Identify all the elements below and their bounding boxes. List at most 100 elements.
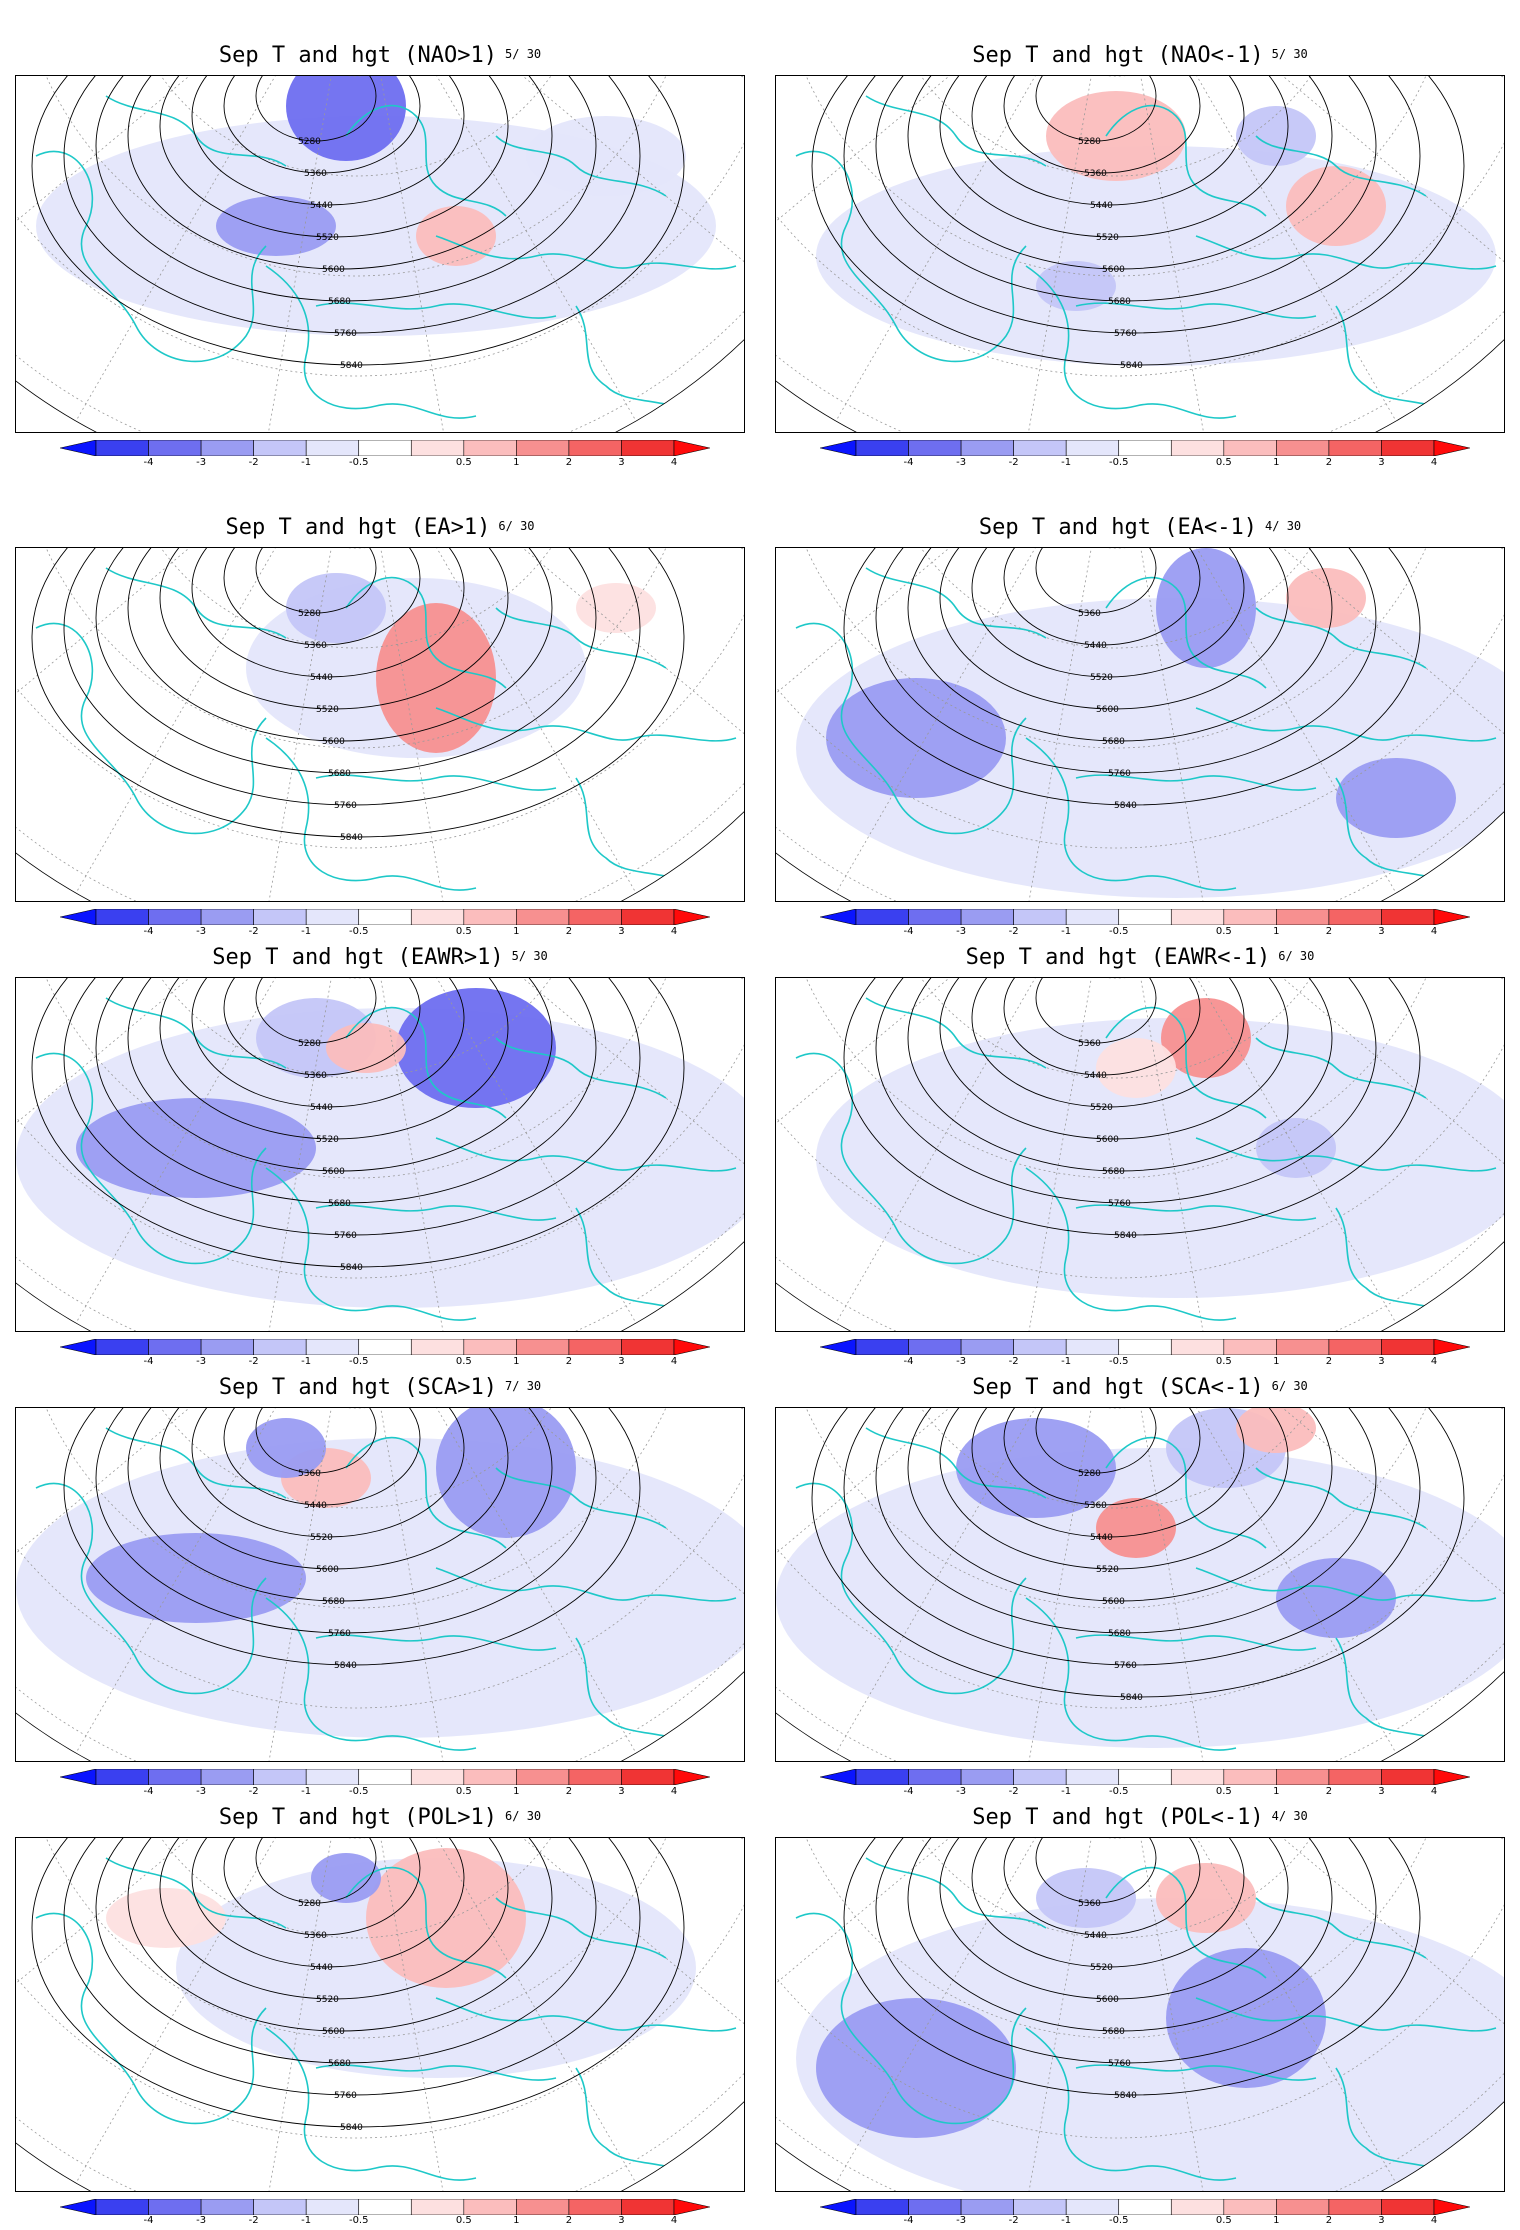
latitude-line — [16, 1408, 744, 1709]
colorbar-label: 4 — [670, 2215, 678, 2226]
coastline — [265, 2027, 477, 2181]
colorbar-label: 4 — [1430, 1786, 1438, 1797]
contour-label: 5840 — [1114, 1231, 1137, 1241]
cold-anomaly-area — [286, 76, 406, 161]
contour-label: 5520 — [1096, 233, 1119, 243]
colorbar-swatch — [1170, 439, 1225, 457]
height-contour — [811, 1408, 1465, 1698]
colorbar-swatch — [148, 908, 202, 926]
latitude-line — [115, 978, 597, 1079]
colorbar-label: -1 — [301, 2215, 312, 2226]
meridian-line — [355, 1408, 454, 1761]
height-contour — [159, 1838, 509, 2000]
height-contour — [127, 548, 553, 742]
colorbar-swatch — [95, 908, 149, 926]
colorbar-label: -1 — [301, 1786, 312, 1797]
cold-anomaly-area — [436, 1408, 576, 1538]
colorbar-swatch — [1170, 2198, 1225, 2216]
colorbar-swatch — [1118, 1768, 1172, 1786]
panel-title: Sep T and hgt (NAO>1) 5/ 30 — [15, 43, 745, 68]
contour-label: 5760 — [1114, 329, 1137, 339]
panel-title: Sep T and hgt (SCA>1) 7/ 30 — [15, 1375, 745, 1400]
latitude-line — [16, 978, 744, 1279]
colorbar — [59, 1768, 711, 1789]
colorbar-label: -0.5 — [1108, 1786, 1129, 1797]
colorbar-swatch — [855, 908, 909, 926]
meridian-line — [1115, 76, 1397, 422]
colorbar-arrow-low — [819, 2198, 857, 2216]
contour-label: 5840 — [334, 1661, 357, 1671]
contour-label: 5280 — [1078, 1469, 1101, 1479]
colorbar-swatch — [410, 1338, 465, 1356]
meridian-line — [355, 76, 637, 422]
coastline — [435, 235, 737, 270]
colorbar-swatch — [1328, 1338, 1382, 1356]
colorbar-label: 1 — [513, 2215, 520, 2226]
colorbar-label: 3 — [618, 926, 625, 937]
colorbar-swatch — [516, 1338, 570, 1356]
cold-anomaly-area — [1166, 1948, 1326, 2088]
colorbar-swatch — [200, 2198, 254, 2216]
colorbar-label: 1 — [1273, 457, 1280, 468]
colorbar-swatch — [1065, 2198, 1120, 2216]
height-contour — [939, 1408, 1289, 1570]
colorbar-label: -3 — [196, 1786, 207, 1797]
coastline — [435, 1567, 737, 1602]
coastline — [1195, 1567, 1497, 1602]
colorbar-swatch — [621, 1768, 675, 1786]
contour-label: 5360 — [1084, 1501, 1107, 1511]
colorbar-label: 0.5 — [1215, 2215, 1232, 2226]
warm-anomaly-area — [576, 583, 656, 633]
contour-label: 5360 — [1084, 169, 1107, 179]
meridian-line — [1115, 548, 1504, 769]
meridian-line — [75, 548, 357, 894]
coastline — [795, 150, 1027, 363]
height-contour — [1035, 76, 1157, 142]
colorbar-swatch — [621, 1338, 675, 1356]
colorbar-swatch — [960, 908, 1014, 926]
colorbar-label: 1 — [513, 926, 520, 937]
colorbar-swatch — [1170, 1768, 1225, 1786]
colorbar-swatch — [855, 1338, 909, 1356]
warm-anomaly-area — [1286, 166, 1386, 246]
contour-label: 5600 — [322, 2027, 345, 2037]
colorbar-swatch — [1223, 1338, 1277, 1356]
map-frame: 5360 5440 5520 5600 5680 5760 5840 — [15, 1407, 745, 1762]
colorbar-swatch — [148, 2198, 202, 2216]
meridian-line — [355, 548, 454, 901]
coastline — [795, 1482, 1027, 1695]
colorbar-arrow-low — [59, 2198, 97, 2216]
coastline — [315, 2064, 557, 2081]
meridian-line — [355, 548, 637, 894]
colorbar-arrow-low — [59, 1338, 97, 1356]
colorbar-swatch — [358, 1768, 412, 1786]
coastline — [315, 1204, 557, 1221]
colorbar-arrow-high — [1433, 2198, 1471, 2216]
contour-label: 5520 — [1090, 673, 1113, 683]
panel-sample-count: 6/ 30 — [1271, 1379, 1308, 1393]
height-contour — [1003, 548, 1201, 646]
warm-anomaly-area — [1096, 1498, 1176, 1558]
panel-title-text: Sep T and hgt (EA>1) — [225, 515, 491, 540]
colorbar-swatch — [305, 908, 360, 926]
colorbar-labels: -4 -3 -2 -1 -0.5 0.5 1 2 3 4 — [820, 1356, 1470, 1370]
colorbar-swatch — [1013, 1338, 1067, 1356]
colorbar-swatch — [200, 1338, 254, 1356]
contour-label: 5520 — [316, 233, 339, 243]
map-plot: 5360 5440 5520 5600 5680 5760 5840 — [776, 548, 1504, 901]
colorbar-arrow-low — [819, 908, 857, 926]
colorbar-swatch — [1276, 2198, 1330, 2216]
height-contour — [63, 978, 641, 1236]
colorbar-swatch — [516, 2198, 570, 2216]
colorbar-arrow-low — [59, 1768, 97, 1786]
colorbar-swatch — [1328, 439, 1382, 457]
colorbar-label: 2 — [565, 457, 573, 468]
colorbar-swatch — [1013, 439, 1067, 457]
height-contour — [971, 1838, 1245, 1968]
colorbar-swatch — [95, 2198, 149, 2216]
panel-title-text: Sep T and hgt (SCA<-1) — [972, 1375, 1264, 1400]
panel-title-text: Sep T and hgt (EA<-1) — [978, 515, 1258, 540]
cold-anomaly-area — [816, 1998, 1016, 2138]
coastline — [795, 1912, 1027, 2125]
contour-label: 5440 — [310, 1963, 333, 1973]
